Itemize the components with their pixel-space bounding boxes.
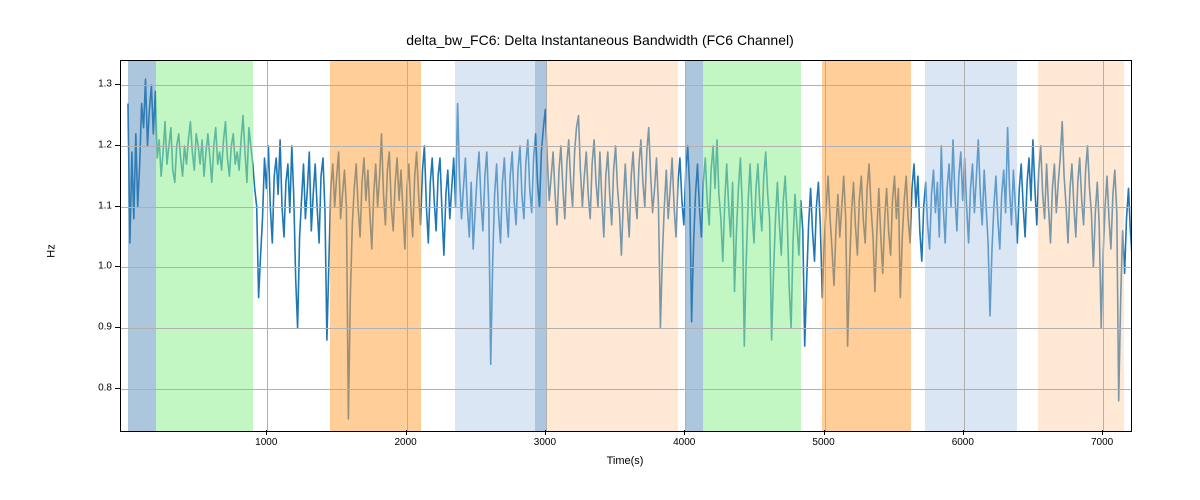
gridline-horizontal [121, 85, 1131, 86]
gridline-vertical [1103, 61, 1104, 431]
plot-area [120, 60, 1132, 432]
highlight-region [455, 61, 534, 431]
gridline-horizontal [121, 328, 1131, 329]
y-axis-label: Hz [46, 244, 58, 257]
figure: delta_bw_FC6: Delta Instantaneous Bandwi… [0, 0, 1200, 500]
x-axis-label: Time(s) [120, 455, 1130, 467]
x-tick-mark [406, 430, 407, 435]
x-tick-label: 4000 [673, 437, 695, 448]
x-tick-label: 3000 [534, 437, 556, 448]
y-tick-label: 0.9 [88, 321, 112, 332]
highlight-region [685, 61, 703, 431]
y-tick-mark [115, 145, 120, 146]
gridline-vertical [825, 61, 826, 431]
y-tick-label: 1.0 [88, 261, 112, 272]
y-tick-label: 1.1 [88, 200, 112, 211]
gridline-vertical [685, 61, 686, 431]
y-tick-label: 1.2 [88, 139, 112, 150]
gridline-horizontal [121, 207, 1131, 208]
highlight-region [925, 61, 1017, 431]
gridline-vertical [267, 61, 268, 431]
highlight-region [128, 61, 156, 431]
gridline-vertical [407, 61, 408, 431]
highlight-region [703, 61, 801, 431]
x-tick-mark [684, 430, 685, 435]
gridline-horizontal [121, 389, 1131, 390]
highlight-region [546, 61, 678, 431]
x-tick-mark [266, 430, 267, 435]
highlight-region [535, 61, 546, 431]
x-tick-mark [1102, 430, 1103, 435]
y-tick-mark [115, 266, 120, 267]
x-tick-mark [824, 430, 825, 435]
y-tick-mark [115, 327, 120, 328]
gridline-vertical [546, 61, 547, 431]
highlight-region [822, 61, 911, 431]
gridline-horizontal [121, 146, 1131, 147]
gridline-horizontal [121, 267, 1131, 268]
x-tick-label: 5000 [812, 437, 834, 448]
x-tick-mark [545, 430, 546, 435]
y-tick-label: 0.8 [88, 382, 112, 393]
x-tick-label: 1000 [255, 437, 277, 448]
gridline-vertical [964, 61, 965, 431]
x-tick-mark [963, 430, 964, 435]
y-tick-mark [115, 388, 120, 389]
y-tick-label: 1.3 [88, 79, 112, 90]
highlight-region [156, 61, 254, 431]
y-tick-mark [115, 206, 120, 207]
x-tick-label: 2000 [394, 437, 416, 448]
y-tick-mark [115, 84, 120, 85]
chart-title: delta_bw_FC6: Delta Instantaneous Bandwi… [0, 32, 1200, 48]
highlight-region [1038, 61, 1124, 431]
x-tick-label: 7000 [1091, 437, 1113, 448]
x-tick-label: 6000 [952, 437, 974, 448]
